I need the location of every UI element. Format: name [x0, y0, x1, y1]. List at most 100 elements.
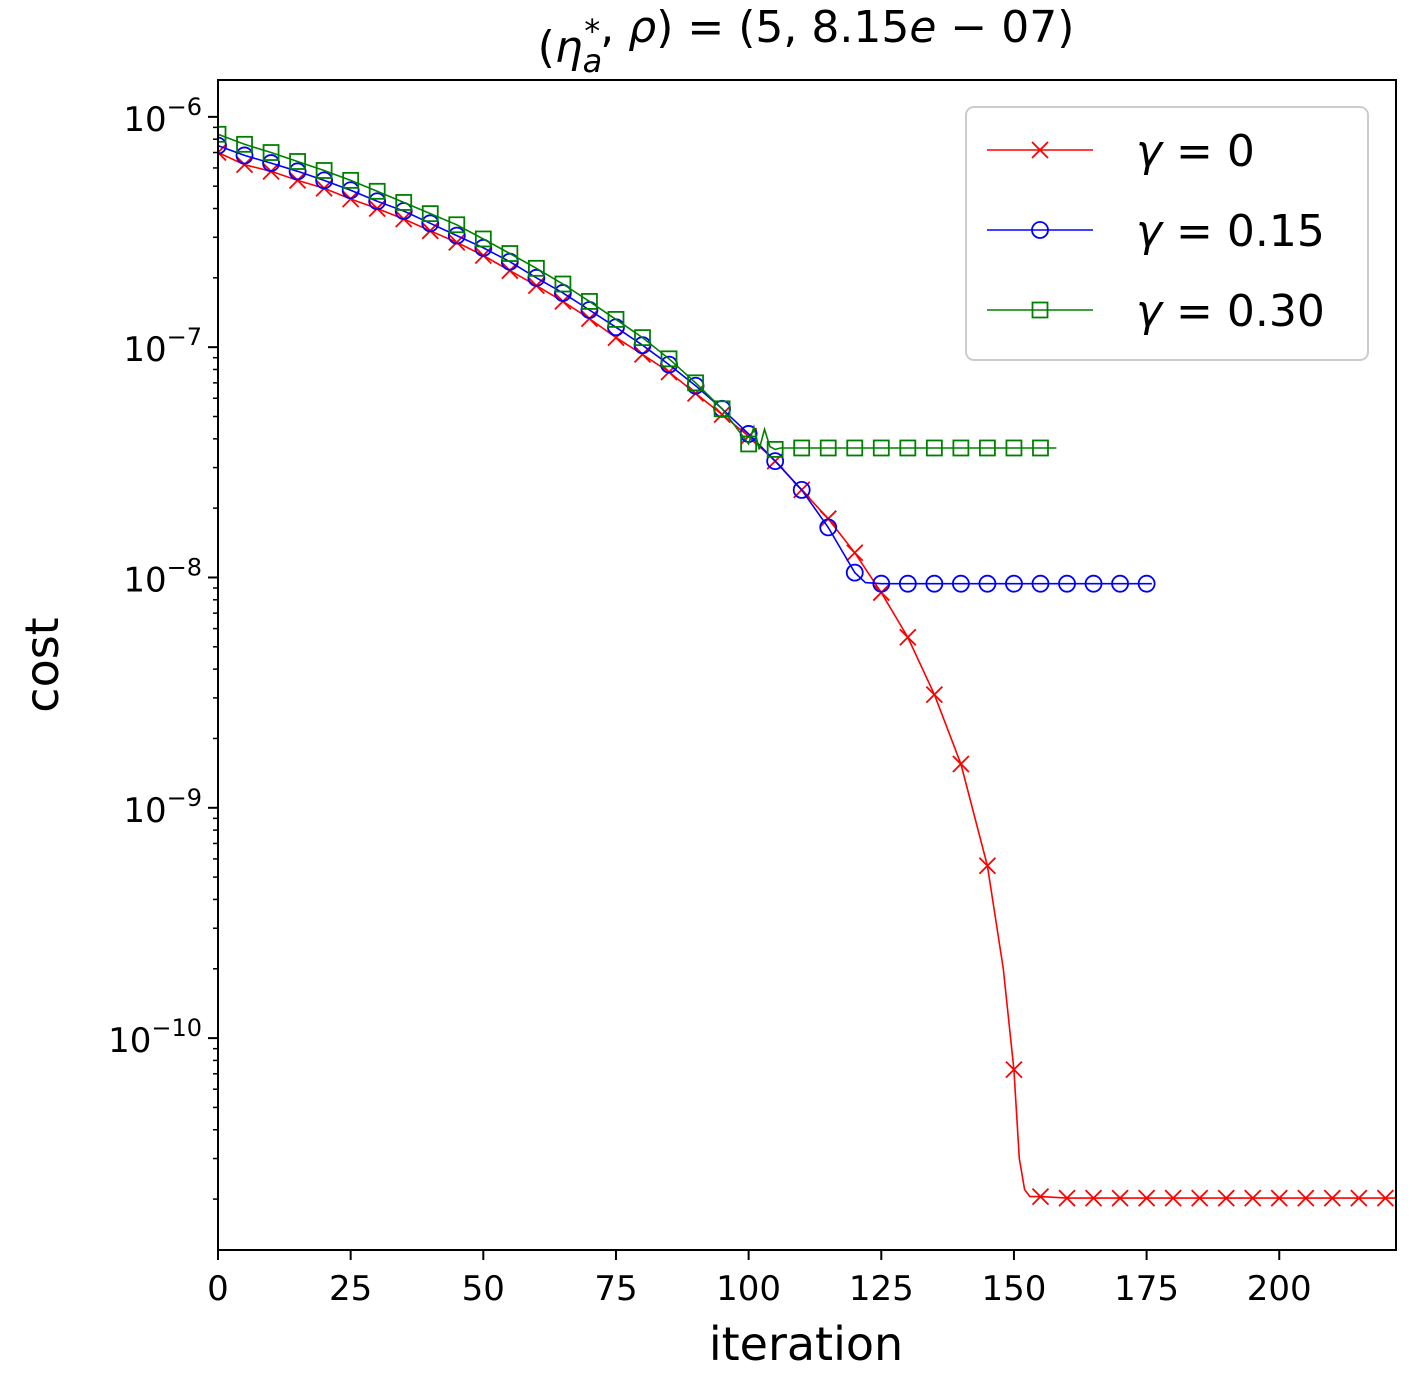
data-point-marker	[501, 245, 519, 262]
x-axis-title: iteration	[709, 1317, 903, 1371]
data-point-marker	[421, 205, 439, 223]
x-tick-label: 100	[716, 1269, 781, 1309]
data-point-marker	[952, 755, 970, 773]
data-point-marker	[713, 405, 731, 424]
data-point-marker	[447, 226, 466, 245]
data-point-marker	[288, 171, 307, 189]
data-point-marker	[262, 154, 280, 172]
data-point-marker	[1084, 1189, 1103, 1207]
data-point-marker	[607, 310, 625, 328]
legend-label: γ = 0.15	[1136, 206, 1325, 257]
x-tick-label: 50	[462, 1269, 505, 1309]
series-line	[218, 144, 1152, 585]
y-tick-label: 10−7	[123, 323, 202, 370]
data-point-marker	[925, 439, 943, 457]
data-point-marker	[1058, 574, 1076, 593]
data-point-marker	[448, 216, 466, 234]
x-axis: 0 25 50 75 100 125 150 175 200	[207, 1250, 1312, 1309]
data-point-marker	[342, 171, 360, 189]
data-point-marker	[235, 156, 254, 174]
legend-entry: γ = 0.30	[987, 286, 1325, 337]
data-point-marker	[925, 574, 944, 593]
data-point-marker	[315, 162, 333, 179]
data-point-marker	[713, 400, 731, 418]
data-point-marker	[527, 259, 545, 277]
data-point-marker	[1137, 574, 1156, 593]
data-point-marker	[925, 685, 943, 704]
y-tick-label: 10−8	[123, 553, 202, 600]
series-line	[218, 133, 1057, 451]
data-point-marker	[288, 162, 307, 181]
data-point-marker	[1217, 1189, 1235, 1207]
data-point-marker	[1297, 1189, 1315, 1207]
legend-entry: γ = 0	[987, 126, 1255, 177]
data-point-marker	[978, 857, 997, 875]
legend-label: γ = 0	[1136, 126, 1255, 177]
legend-label: γ = 0.30	[1136, 286, 1325, 337]
data-point-marker	[845, 563, 864, 582]
series-2	[218, 125, 1057, 458]
y-tick-label: 10−6	[123, 93, 202, 140]
series-layer	[218, 125, 1396, 1207]
data-point-marker	[792, 481, 811, 499]
x-tick-label: 200	[1247, 1269, 1312, 1309]
data-point-marker	[1005, 574, 1023, 593]
data-point-marker	[1084, 574, 1103, 593]
data-point-marker	[421, 214, 440, 233]
data-point-marker	[1323, 1189, 1341, 1207]
data-point-marker	[1376, 1189, 1395, 1207]
data-point-marker	[766, 452, 785, 471]
data-point-marker	[1164, 1189, 1182, 1207]
data-point-marker	[236, 135, 253, 153]
data-point-marker	[1111, 574, 1129, 593]
x-tick-label: 175	[1114, 1269, 1179, 1309]
data-point-marker	[474, 230, 492, 248]
legend-entry: γ = 0.15	[987, 206, 1325, 257]
data-point-marker	[634, 329, 651, 347]
data-point-marker	[218, 125, 227, 143]
y-axis-title: cost	[15, 617, 69, 712]
data-point-marker	[1058, 1189, 1076, 1207]
data-point-marker	[1137, 1189, 1156, 1207]
data-point-marker	[660, 350, 678, 368]
data-point-marker	[1032, 439, 1049, 457]
data-point-marker	[846, 544, 864, 562]
y-axis: 10−6 10−7 10−8 10−9 10−10	[108, 93, 218, 1200]
series-1	[218, 136, 1156, 593]
data-point-marker	[368, 182, 386, 200]
data-point-marker	[1031, 1187, 1050, 1206]
data-point-marker	[368, 192, 387, 211]
data-point-marker	[899, 628, 917, 646]
data-point-marker	[315, 171, 334, 190]
data-point-marker	[1111, 1189, 1129, 1207]
data-point-marker	[581, 293, 598, 310]
x-tick-label: 125	[849, 1269, 914, 1309]
legend-marker	[1031, 221, 1049, 239]
data-point-marker	[218, 136, 227, 155]
x-tick-label: 75	[594, 1269, 637, 1309]
chart-title: (ηa*, ρ) = (5, 8.15e − 07)	[538, 2, 1075, 80]
data-point-marker	[395, 194, 413, 211]
y-tick-label: 10−10	[108, 1014, 202, 1061]
data-point-marker	[341, 181, 360, 200]
data-point-marker	[740, 435, 758, 453]
data-point-marker	[899, 439, 917, 457]
plot-frame	[217, 79, 1397, 1251]
data-point-marker	[1031, 574, 1050, 593]
data-point-marker	[554, 275, 572, 293]
data-point-marker	[1244, 1189, 1262, 1207]
data-point-marker	[846, 439, 864, 457]
data-point-marker	[872, 574, 891, 593]
data-point-marker	[979, 439, 996, 457]
data-point-marker	[793, 439, 811, 457]
data-point-marker	[766, 440, 784, 458]
data-point-marker	[1005, 439, 1023, 457]
data-point-marker	[819, 439, 837, 457]
legend-marker	[1031, 301, 1049, 319]
data-point-marker	[1350, 1189, 1368, 1207]
data-point-marker	[289, 153, 306, 170]
x-tick-label: 0	[207, 1269, 229, 1309]
data-point-marker	[687, 374, 704, 392]
data-point-marker	[819, 518, 838, 537]
